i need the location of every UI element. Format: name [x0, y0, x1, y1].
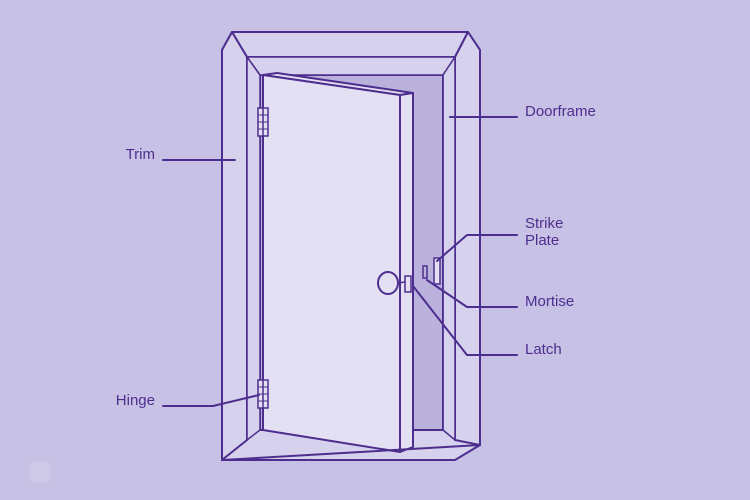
trim-right	[455, 32, 480, 445]
door-svg	[0, 0, 750, 500]
latch	[405, 276, 411, 292]
label-strikeplate: Strike Plate	[525, 215, 563, 249]
label-hinge: Hinge	[116, 392, 155, 409]
door-face	[263, 75, 400, 452]
mortise	[423, 266, 427, 278]
knob-stem	[398, 282, 405, 283]
logo-icon	[28, 460, 52, 484]
door-knob	[378, 272, 398, 294]
label-latch: Latch	[525, 341, 562, 358]
reveal-right	[443, 57, 455, 440]
door-latch-edge	[400, 93, 413, 452]
label-doorframe: Doorframe	[525, 103, 596, 120]
trim-top	[232, 32, 468, 57]
trim-left	[222, 32, 247, 460]
label-mortise: Mortise	[525, 293, 574, 310]
label-trim: Trim	[126, 146, 155, 163]
door-diagram: Trim Hinge Doorframe Strike Plate Mortis…	[0, 0, 750, 500]
